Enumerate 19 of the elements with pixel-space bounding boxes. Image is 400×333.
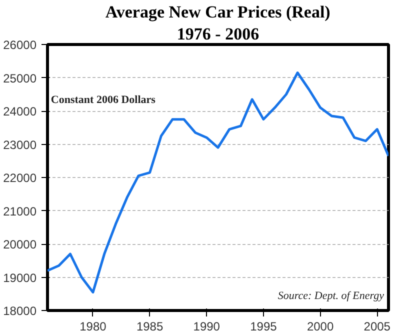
y-tick-label: 26000 [3, 38, 37, 52]
y-tick-label: 19000 [3, 270, 37, 285]
x-tick-label: 1990 [193, 320, 220, 333]
annotation: Source: Dept. of Energy [278, 290, 384, 302]
x-tick-label: 2000 [306, 320, 334, 333]
y-tick-label: 22000 [3, 171, 37, 185]
y-tick-label: 21000 [3, 204, 37, 218]
chart-title: Average New Car Prices (Real) [105, 2, 330, 22]
y-tick-label: 24000 [3, 104, 37, 118]
y-tick-label: 25000 [3, 71, 37, 86]
y-tick-label: 20000 [3, 238, 37, 252]
x-tick-label: 1985 [136, 320, 164, 333]
chart-subtitle: 1976 - 2006 [176, 24, 260, 44]
annotation: Constant 2006 Dollars [50, 94, 156, 106]
y-tick-label: 18000 [3, 304, 37, 318]
y-tick-label: 23000 [3, 138, 37, 152]
x-tick-label: 2005 [364, 320, 391, 333]
x-tick-label: 1995 [250, 320, 278, 333]
x-tick-label: 1980 [80, 320, 107, 333]
